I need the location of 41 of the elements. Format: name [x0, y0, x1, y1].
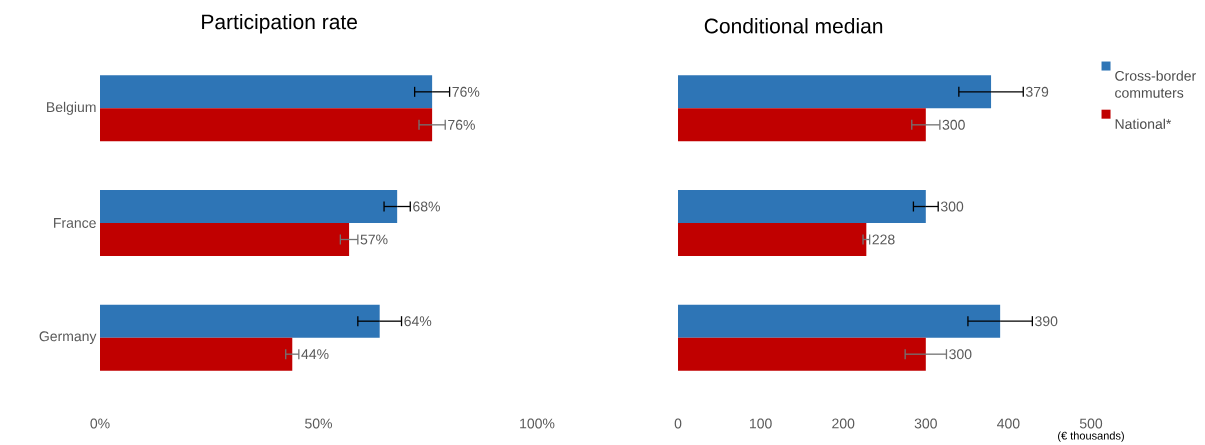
y-tick-label: Belgium: [47, 101, 96, 115]
x-tick-label: 300: [914, 418, 937, 429]
legend-label: National*: [1115, 118, 1172, 129]
chart-title: Conditional median: [704, 18, 883, 34]
bar: [100, 304, 380, 338]
x-tick-label: 100: [749, 418, 772, 429]
bar: [678, 190, 926, 224]
bar: [678, 304, 1001, 338]
data-label: 300: [942, 119, 965, 130]
data-label: 76%: [452, 86, 480, 97]
data-label: 64%: [404, 316, 432, 327]
x-tick-label: 200: [832, 418, 855, 429]
x-tick-label: 400: [997, 418, 1020, 429]
data-label: 76%: [448, 119, 475, 130]
bar: [678, 223, 867, 257]
x-tick-label: 0: [674, 418, 682, 429]
bar: [678, 337, 926, 371]
data-label: 44%: [301, 349, 329, 360]
bar: [100, 190, 398, 223]
y-tick-label: France: [54, 218, 96, 228]
x-tick-label: 0%: [90, 418, 110, 429]
bar: [100, 75, 433, 109]
data-label: 379: [1026, 86, 1049, 97]
bar: [100, 108, 433, 142]
data-label: 390: [1035, 316, 1058, 327]
x-axis-title: (€ thousands): [1058, 431, 1124, 442]
data-label: 300: [949, 349, 972, 360]
legend-label: Cross-border commuters: [1115, 70, 1196, 98]
chart-title: Participation rate: [202, 13, 357, 34]
bar: [678, 108, 926, 142]
data-label: 68%: [413, 201, 440, 212]
bar: [678, 75, 992, 109]
bar: [100, 223, 350, 257]
y-tick-label: Germany: [39, 331, 97, 345]
x-tick-label: 500: [1079, 418, 1103, 429]
data-label: 228: [872, 234, 895, 245]
x-tick-label: 50%: [305, 418, 333, 429]
x-tick-label: 100%: [520, 418, 555, 429]
bar: [100, 337, 293, 371]
data-label: 300: [940, 201, 964, 212]
data-label: 57%: [360, 234, 388, 245]
